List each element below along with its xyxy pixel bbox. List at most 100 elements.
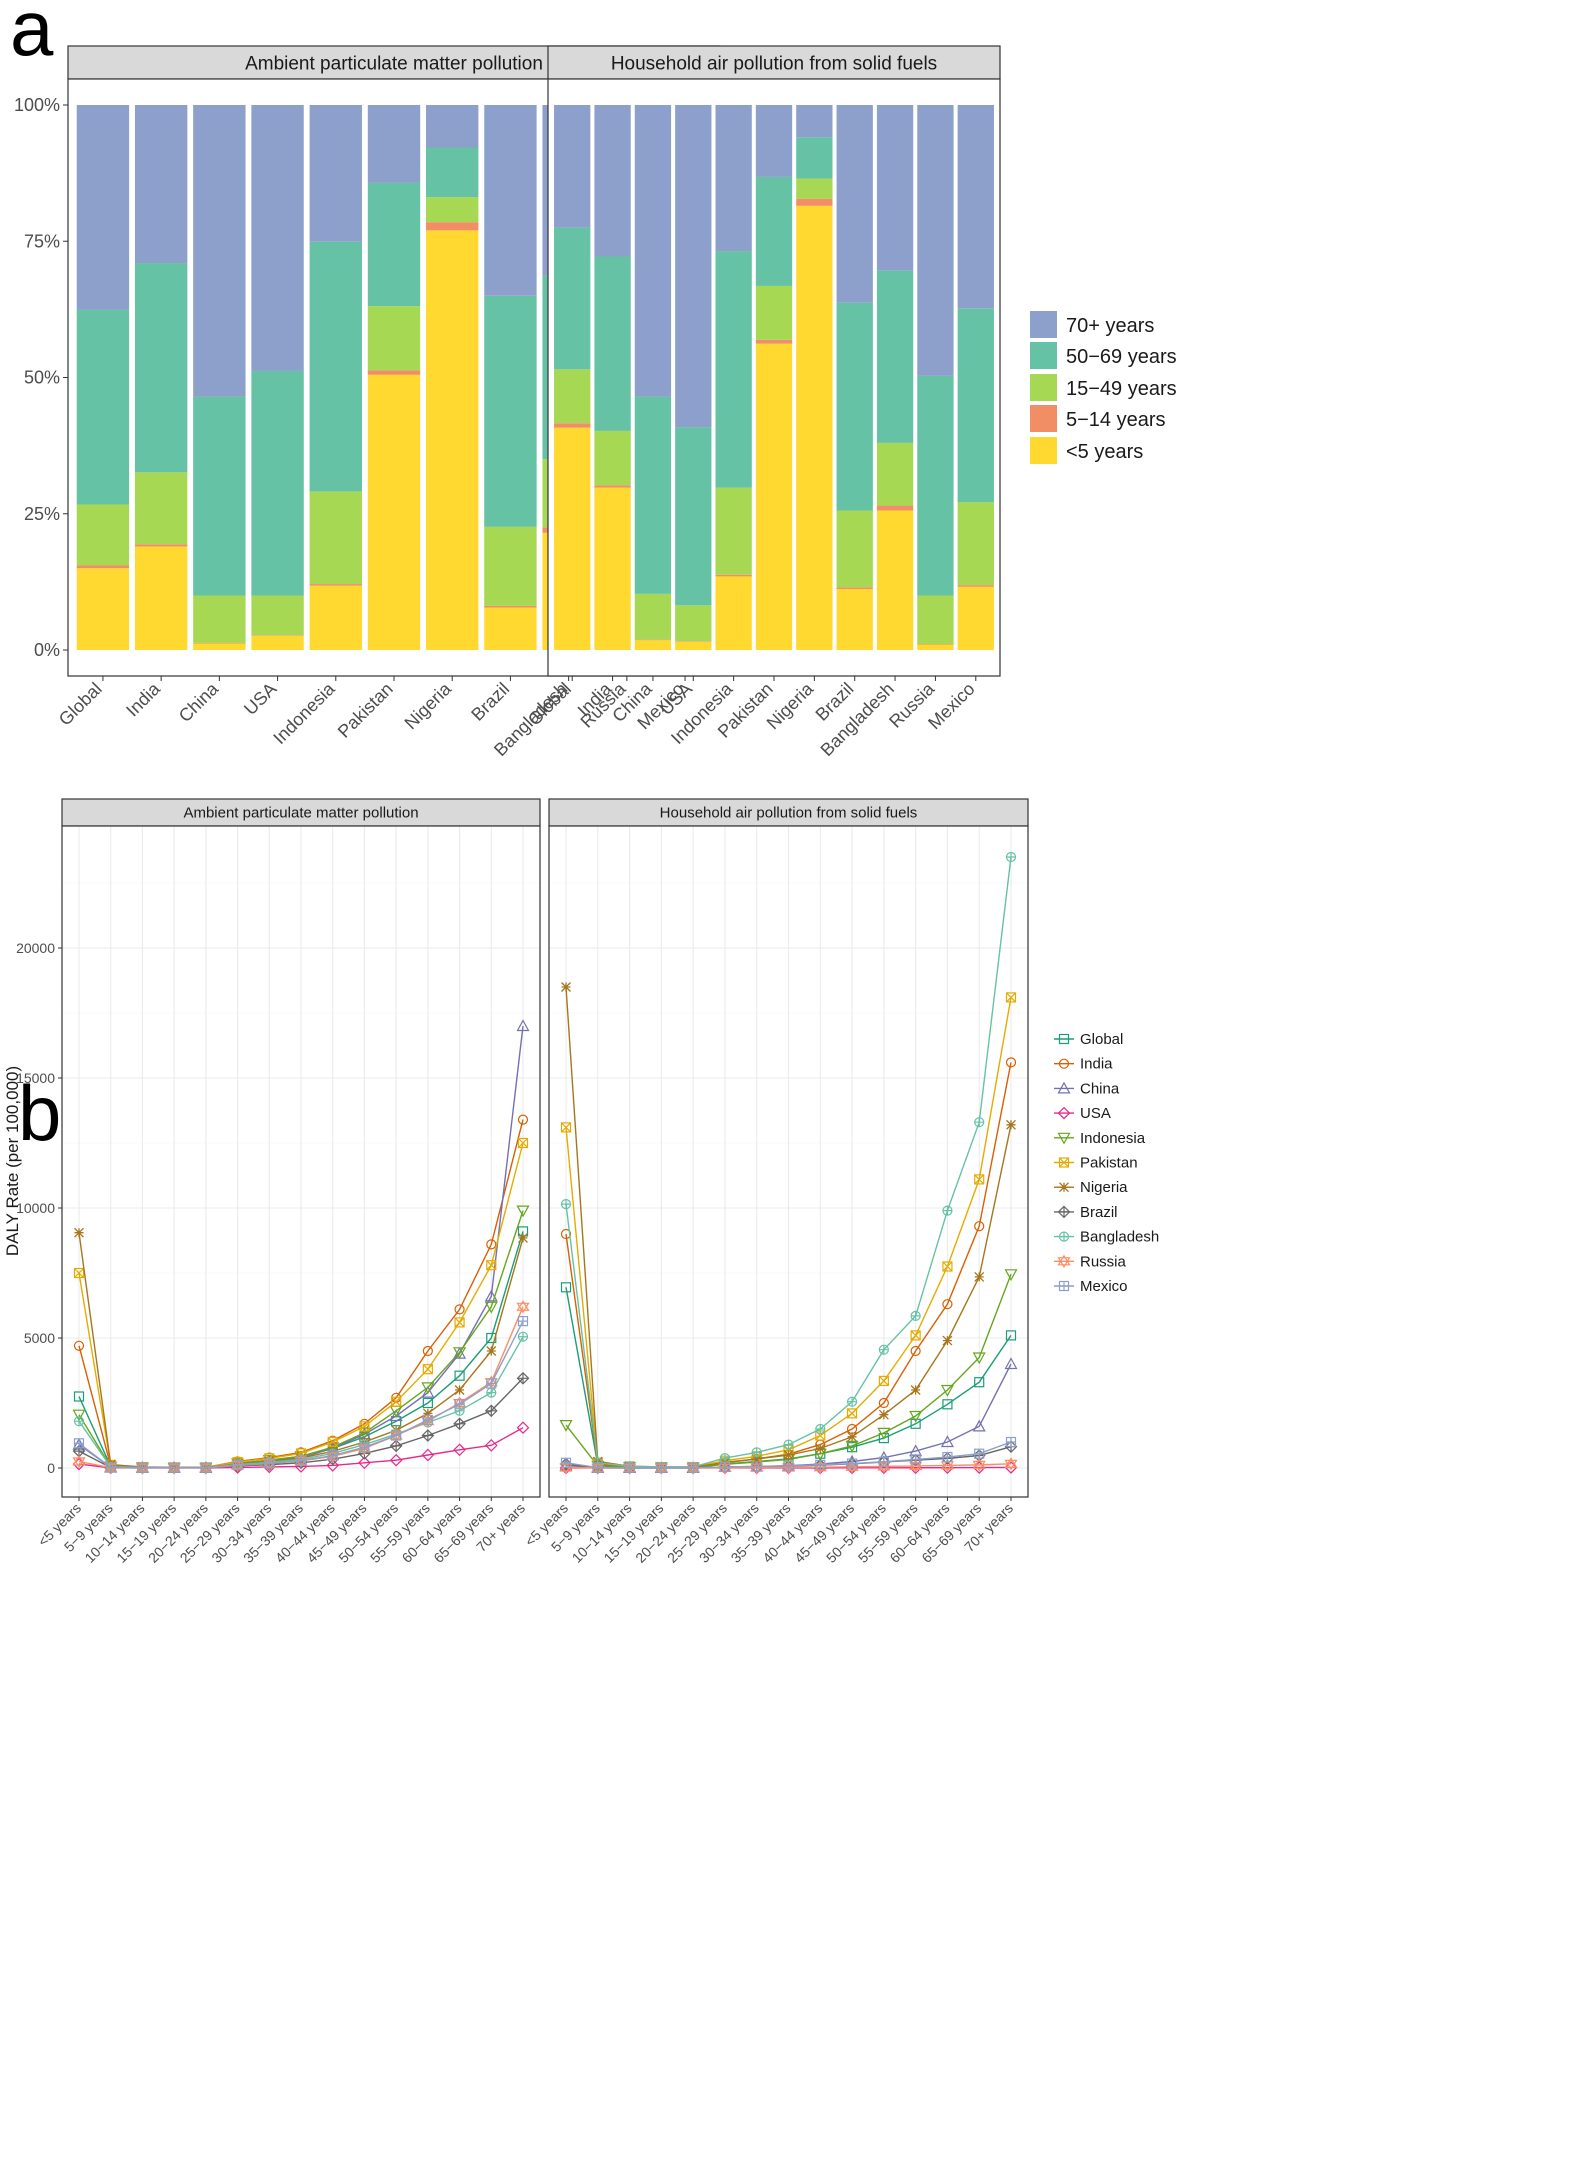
y-tick-label: 20000 (16, 940, 55, 956)
x-tick-label: Nigeria (763, 678, 818, 733)
bar-china-70-years (193, 105, 246, 397)
marker-part (784, 1461, 793, 1471)
point-mexico-13 (974, 1448, 985, 1459)
point-brazil-12 (453, 1417, 466, 1431)
point-russia-13 (972, 1458, 986, 1472)
marker-part (1059, 1281, 1069, 1291)
marker-part (74, 1416, 84, 1426)
marker-part (391, 1396, 402, 1407)
marker-part (454, 1317, 465, 1328)
point-indonesia-11 (909, 1410, 923, 1423)
marker-part (561, 1122, 571, 1133)
bar-indonesia-70-years (309, 105, 362, 242)
point-usa-12 (453, 1443, 466, 1457)
marker-part (593, 1463, 603, 1473)
legend-key-india (1054, 1058, 1074, 1069)
point-bangladesh-13 (974, 1117, 985, 1128)
legend-key-bangladesh (1054, 1231, 1074, 1242)
point-nigeria-0 (74, 1227, 84, 1238)
marker-part (560, 1122, 572, 1133)
point-mexico-6 (264, 1458, 275, 1469)
point-mexico-2 (137, 1462, 148, 1473)
point-mexico-8 (327, 1450, 338, 1461)
y-tick-label: 25% (24, 504, 60, 524)
bar-usa-70-years (675, 105, 712, 428)
marker-part (518, 1332, 528, 1342)
point-indonesia-14 (1004, 1269, 1018, 1282)
point-nigeria-14 (518, 1232, 528, 1243)
legend-label: India (1080, 1056, 1113, 1073)
bar-indonesia-15-49-years (715, 487, 752, 575)
bar-bangladesh-15-49-years (876, 442, 914, 506)
point-pakistan-9 (359, 1421, 370, 1432)
legend-key-mexico (1054, 1280, 1074, 1292)
marker-part (327, 1437, 338, 1447)
marker-part (942, 1452, 952, 1462)
marker-part (1006, 1437, 1016, 1447)
x-tick-label: Mexico (924, 679, 978, 733)
point-pakistan-8 (327, 1436, 338, 1448)
marker-part (1059, 1157, 1069, 1168)
point-pakistan-10 (391, 1396, 402, 1407)
point-mexico-12 (454, 1399, 465, 1410)
marker-part (391, 1396, 402, 1407)
y-tick-label: 50% (24, 368, 60, 388)
line-chart: Ambient particulate matter pollution<5 y… (3, 798, 1159, 1566)
marker-part (974, 1174, 985, 1185)
marker-part (813, 1460, 827, 1472)
bar-brazil-15-49-years (484, 526, 537, 606)
point-global-13 (974, 1377, 985, 1388)
point-indonesia-12 (940, 1384, 954, 1397)
marker-part (878, 1375, 889, 1387)
marker-part (296, 1456, 306, 1466)
marker-part (359, 1442, 369, 1452)
point-mexico-8 (815, 1459, 826, 1470)
marker-part (486, 1379, 496, 1388)
bar-indonesia-5-years (715, 576, 752, 650)
bar-pakistan-70-years (755, 105, 793, 177)
bar-global-70-years (554, 105, 591, 228)
point-india-12 (942, 1299, 953, 1310)
point-mexico-11 (422, 1414, 433, 1426)
marker-part (1058, 1157, 1070, 1168)
marker-part (422, 1430, 434, 1441)
bar-bangladesh-50-69-years (876, 270, 914, 443)
marker-part (327, 1436, 338, 1448)
marker-part (1006, 992, 1016, 1003)
point-india-11 (910, 1345, 921, 1357)
marker-part (517, 1137, 529, 1149)
point-india-11 (422, 1345, 433, 1357)
point-bangladesh-7 (783, 1439, 794, 1450)
legend-label: USA (1080, 1105, 1111, 1122)
point-india-14 (517, 1114, 529, 1125)
marker-part (73, 1267, 85, 1279)
legend-key-marker (1057, 1132, 1071, 1145)
legend-label: 70+ years (1066, 315, 1154, 337)
marker-part (486, 1260, 497, 1271)
point-indonesia-11 (421, 1382, 435, 1395)
legend-label: Nigeria (1080, 1179, 1128, 1196)
bar-pakistan-50-69-years (367, 182, 421, 307)
point-pakistan-9 (846, 1408, 858, 1419)
marker-part (911, 1311, 921, 1321)
bar-global-5-years (554, 427, 591, 650)
facet-title: Household air pollution from solid fuels (660, 805, 918, 822)
marker-part (909, 1459, 923, 1471)
bar-russia-5-14-years (917, 644, 954, 645)
legend-key-50-69-years (1030, 342, 1057, 369)
bar-global-70-years (76, 105, 130, 310)
bar-russia-5-years (917, 644, 954, 650)
point-global-0 (73, 1391, 85, 1402)
marker-part (516, 1302, 530, 1314)
x-tick-label: China (175, 678, 223, 726)
point-mexico-1 (592, 1462, 603, 1473)
marker-part (390, 1440, 402, 1452)
bar-usa-5-14-years (251, 635, 304, 636)
marker-part (784, 1440, 793, 1450)
gridlines (549, 826, 1028, 1497)
marker-part (815, 1424, 825, 1434)
panel-label-b: b (18, 1069, 61, 1157)
point-pakistan-12 (454, 1317, 465, 1328)
y-tick-label: 100% (14, 95, 60, 115)
bar-usa-15-49-years (675, 605, 712, 642)
